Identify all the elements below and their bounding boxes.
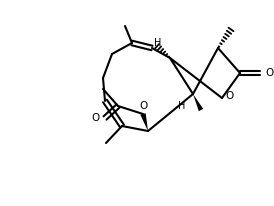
Text: O: O: [92, 113, 100, 123]
Text: O: O: [265, 68, 273, 78]
Polygon shape: [140, 113, 148, 131]
Text: O: O: [139, 101, 147, 111]
Text: O: O: [226, 91, 234, 101]
Text: H: H: [154, 38, 162, 48]
Polygon shape: [193, 94, 203, 111]
Text: H: H: [178, 101, 186, 111]
